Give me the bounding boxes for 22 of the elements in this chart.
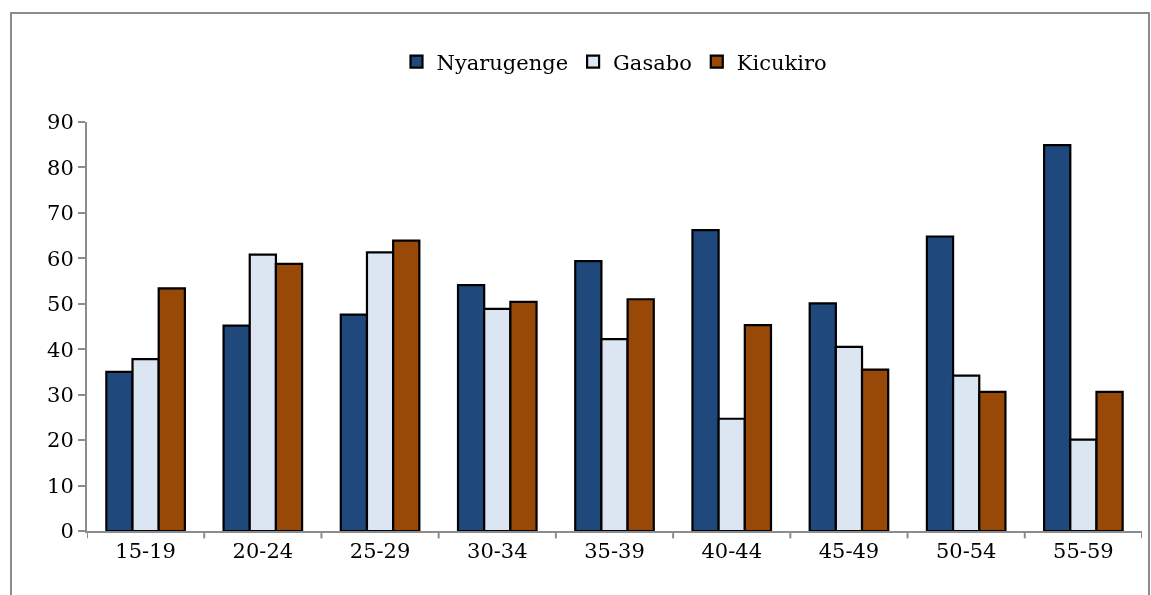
legend-label: Kicukiro <box>736 50 827 75</box>
x-tick-label: 25-29 <box>349 539 411 564</box>
x-tick-label: 45-49 <box>818 539 880 564</box>
y-tick-label: 20 <box>47 428 74 453</box>
x-tick-label: 30-34 <box>467 539 528 564</box>
y-tick-label: 60 <box>47 246 74 271</box>
legend-label: Nyarugenge <box>436 50 569 75</box>
y-tick-label: 40 <box>47 337 74 362</box>
x-tick-label: 20-24 <box>232 539 294 564</box>
legend-label: Gasabo <box>613 50 692 75</box>
y-tick-label: 80 <box>47 155 74 180</box>
y-tick-label: 70 <box>47 201 74 226</box>
y-tick-label: 0 <box>60 519 74 544</box>
x-tick-label: 40-44 <box>701 539 762 564</box>
x-tick-label: 50-54 <box>935 539 997 564</box>
y-tick-label: 30 <box>47 383 74 408</box>
y-tick-label: 10 <box>47 473 74 498</box>
x-tick-label: 55-59 <box>1053 539 1114 564</box>
y-tick-label: 50 <box>47 292 74 317</box>
x-tick-label: 15-19 <box>115 539 176 564</box>
y-tick-label: 90 <box>47 110 74 135</box>
x-tick-label: 35-39 <box>584 539 645 564</box>
